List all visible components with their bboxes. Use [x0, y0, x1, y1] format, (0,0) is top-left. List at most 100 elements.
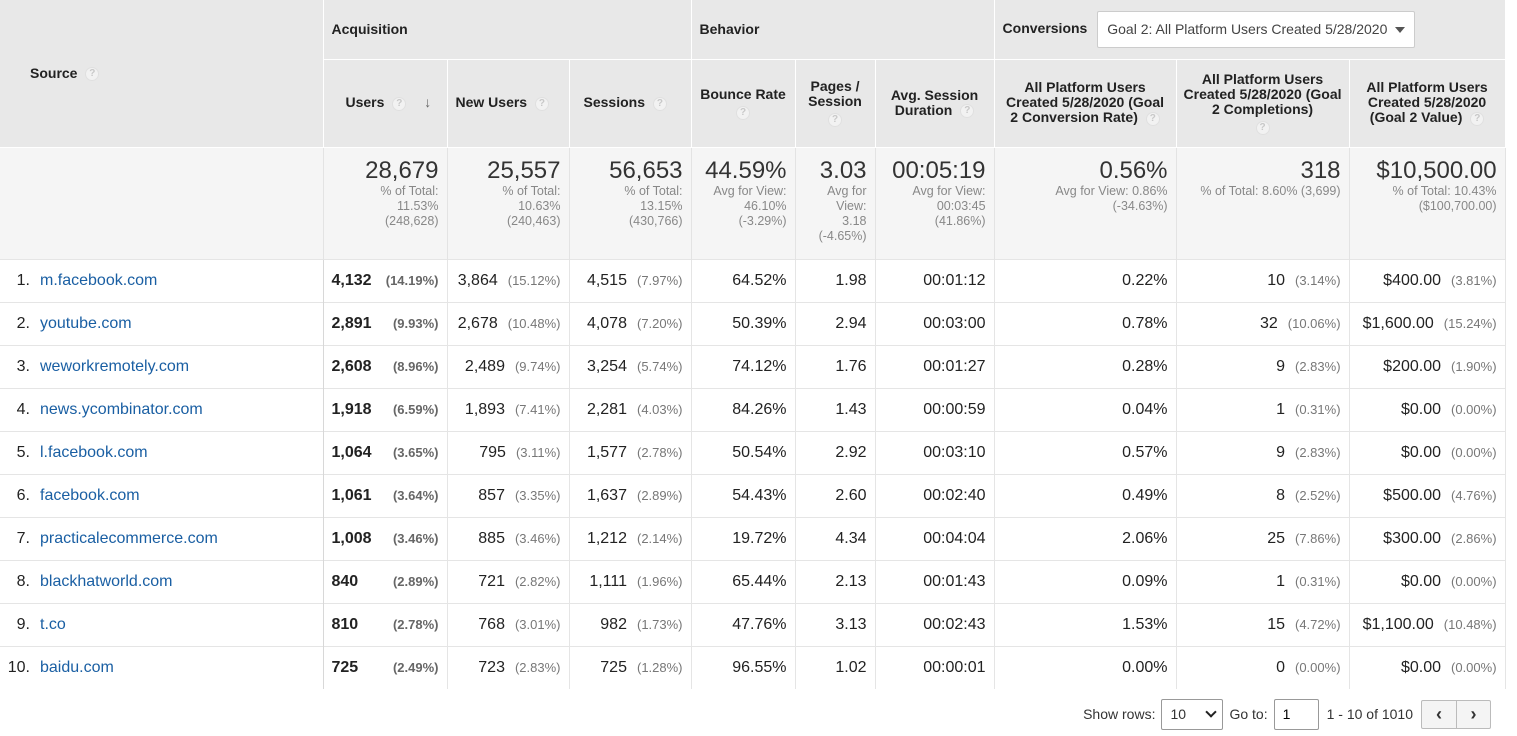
- new-users-cell: 885 (3.46%): [447, 516, 570, 560]
- goal-value-value: $1,100.00: [1362, 615, 1434, 633]
- completions-cell: 1 (0.31%): [1176, 559, 1350, 603]
- new-users-value: 768: [478, 615, 505, 633]
- source-column-header[interactable]: Source ?: [0, 0, 324, 148]
- table-row: 5. l.facebook.com 1,064 (3.65%) 795 (3.11%)…: [0, 430, 1506, 474]
- show-rows-select[interactable]: 10: [1161, 698, 1224, 730]
- new-users-cell: 1,893 (7.41%): [447, 387, 570, 431]
- help-icon[interactable]: ?: [1470, 111, 1485, 126]
- help-icon[interactable]: ?: [652, 96, 667, 111]
- new-users-percent: (2.82%): [514, 573, 561, 589]
- source-link[interactable]: news.ycombinator.com: [40, 400, 203, 418]
- sort-descending-icon[interactable]: ↓: [424, 94, 432, 111]
- help-icon[interactable]: ?: [1145, 111, 1160, 126]
- users-cell: 2,608 (8.96%): [323, 344, 448, 388]
- avg-duration-column-header[interactable]: Avg. Session Duration ?: [875, 59, 995, 148]
- users-cell: 4,132 (14.19%): [323, 258, 448, 302]
- help-icon[interactable]: ?: [534, 96, 549, 111]
- completions-percent: (2.52%): [1295, 487, 1341, 503]
- prev-page-button[interactable]: ‹: [1436, 703, 1442, 724]
- bounce-rate-cell: 47.76%: [691, 602, 796, 646]
- sessions-percent: (5.74%): [636, 358, 683, 374]
- goal-value-column-header[interactable]: All Platform Users Created 5/28/2020 (Go…: [1349, 59, 1506, 148]
- source-link[interactable]: baidu.com: [40, 658, 114, 676]
- goal-value-cell: $300.00 (2.86%): [1349, 516, 1506, 560]
- source-link[interactable]: youtube.com: [40, 314, 132, 332]
- source-link[interactable]: blackhatworld.com: [40, 572, 173, 590]
- completions-value: 9: [1276, 443, 1285, 461]
- pages-session-header-label: Pages / Session: [808, 78, 862, 109]
- total-sub: 11.53%: [397, 198, 439, 213]
- source-link[interactable]: facebook.com: [40, 486, 140, 504]
- avg-duration-cell: 00:04:04: [875, 516, 995, 560]
- pages-session-cell: 2.13: [795, 559, 876, 603]
- conv-rate-column-header[interactable]: All Platform Users Created 5/28/2020 (Go…: [994, 59, 1177, 148]
- completions-percent: (7.86%): [1295, 530, 1341, 546]
- users-value: 840: [331, 572, 359, 590]
- completions-percent: (10.06%): [1287, 315, 1341, 331]
- source-link[interactable]: t.co: [40, 615, 66, 633]
- avg-duration-cell: 00:03:10: [875, 430, 995, 474]
- pages-session-column-header[interactable]: Pages / Session ?: [795, 59, 876, 148]
- conv-rate-cell: 0.04%: [994, 387, 1177, 431]
- users-column-header[interactable]: Users ? ↓: [323, 59, 448, 148]
- row-index: 9.: [16, 615, 30, 633]
- completions-percent: (3.14%): [1295, 272, 1341, 288]
- source-link[interactable]: practicalecommerce.com: [40, 529, 218, 547]
- users-header-label: Users: [345, 94, 385, 111]
- pages-session-cell: 2.94: [795, 301, 876, 345]
- sessions-cell: 1,111 (1.96%): [569, 559, 692, 603]
- total-value: 318: [1300, 156, 1341, 184]
- total-sub: Avg for View:: [713, 183, 787, 198]
- goal-value-percent: (10.48%): [1443, 616, 1497, 632]
- completions-cell: 8 (2.52%): [1176, 473, 1350, 517]
- total-value: $10,500.00: [1376, 156, 1497, 184]
- total-sub: ($100,700.00): [1418, 198, 1497, 213]
- source-link[interactable]: weworkremotely.com: [40, 357, 190, 375]
- help-icon[interactable]: ?: [85, 67, 100, 82]
- conv-rate-cell: 0.57%: [994, 430, 1177, 474]
- goal-select[interactable]: Goal 2: All Platform Users Created 5/28/…: [1097, 10, 1416, 48]
- goto-input[interactable]: [1273, 698, 1319, 730]
- goal-value-cell: $1,600.00 (15.24%): [1349, 301, 1506, 345]
- avg-duration-header-label: Avg. Session Duration: [890, 86, 979, 118]
- sessions-cell: 2,281 (4.03%): [569, 387, 692, 431]
- help-icon[interactable]: ?: [736, 105, 751, 120]
- sessions-value: 1,637: [586, 486, 627, 504]
- total-sub: (248,628): [384, 213, 439, 228]
- goal-value-value: $0.00: [1400, 443, 1442, 461]
- help-icon[interactable]: ?: [1255, 120, 1270, 135]
- source-link[interactable]: l.facebook.com: [40, 443, 148, 461]
- total-sub: (41.86%): [934, 213, 986, 228]
- bounce-rate-cell: 84.26%: [691, 387, 796, 431]
- goal-value-value: $200.00: [1383, 357, 1442, 375]
- bounce-rate-column-header[interactable]: Bounce Rate ?: [691, 59, 796, 148]
- bounce-rate-cell: 50.39%: [691, 301, 796, 345]
- completions-percent: (2.83%): [1295, 444, 1341, 460]
- table-row: 4. news.ycombinator.com 1,918 (6.59%) 1,89…: [0, 387, 1506, 431]
- new-users-column-header[interactable]: New Users ?: [447, 59, 570, 148]
- sessions-column-header[interactable]: Sessions ?: [569, 59, 692, 148]
- conv-rate-cell: 1.53%: [994, 602, 1177, 646]
- help-icon[interactable]: ?: [828, 113, 843, 127]
- completions-column-header[interactable]: All Platform Users Created 5/28/2020 (Go…: [1176, 59, 1350, 148]
- sessions-percent: (1.28%): [636, 659, 683, 675]
- sessions-cell: 1,637 (2.89%): [569, 473, 692, 517]
- help-icon[interactable]: ?: [392, 96, 407, 111]
- users-percent: (3.65%): [392, 444, 439, 460]
- sessions-cell: 4,515 (7.97%): [569, 258, 692, 302]
- users-percent: (9.93%): [392, 315, 439, 331]
- source-cell: 7. practicalecommerce.com: [0, 516, 324, 560]
- help-icon[interactable]: ?: [960, 104, 975, 119]
- source-link[interactable]: m.facebook.com: [40, 271, 158, 289]
- page-range: 1 - 10 of 1010: [1326, 706, 1413, 722]
- source-cell: 10. baidu.com: [0, 645, 324, 689]
- sessions-percent: (2.14%): [636, 530, 683, 546]
- completions-value: 15: [1267, 615, 1285, 633]
- next-page-button[interactable]: ›: [1456, 700, 1490, 728]
- caret-down-icon: [1395, 26, 1406, 33]
- conversions-group-header: Conversions Goal 2: All Platform Users C…: [994, 0, 1506, 60]
- users-percent: (3.46%): [392, 530, 439, 546]
- goal-value-cell: $0.00 (0.00%): [1349, 430, 1506, 474]
- users-cell: 2,891 (9.93%): [323, 301, 448, 345]
- goal-value-percent: (4.76%): [1451, 487, 1497, 503]
